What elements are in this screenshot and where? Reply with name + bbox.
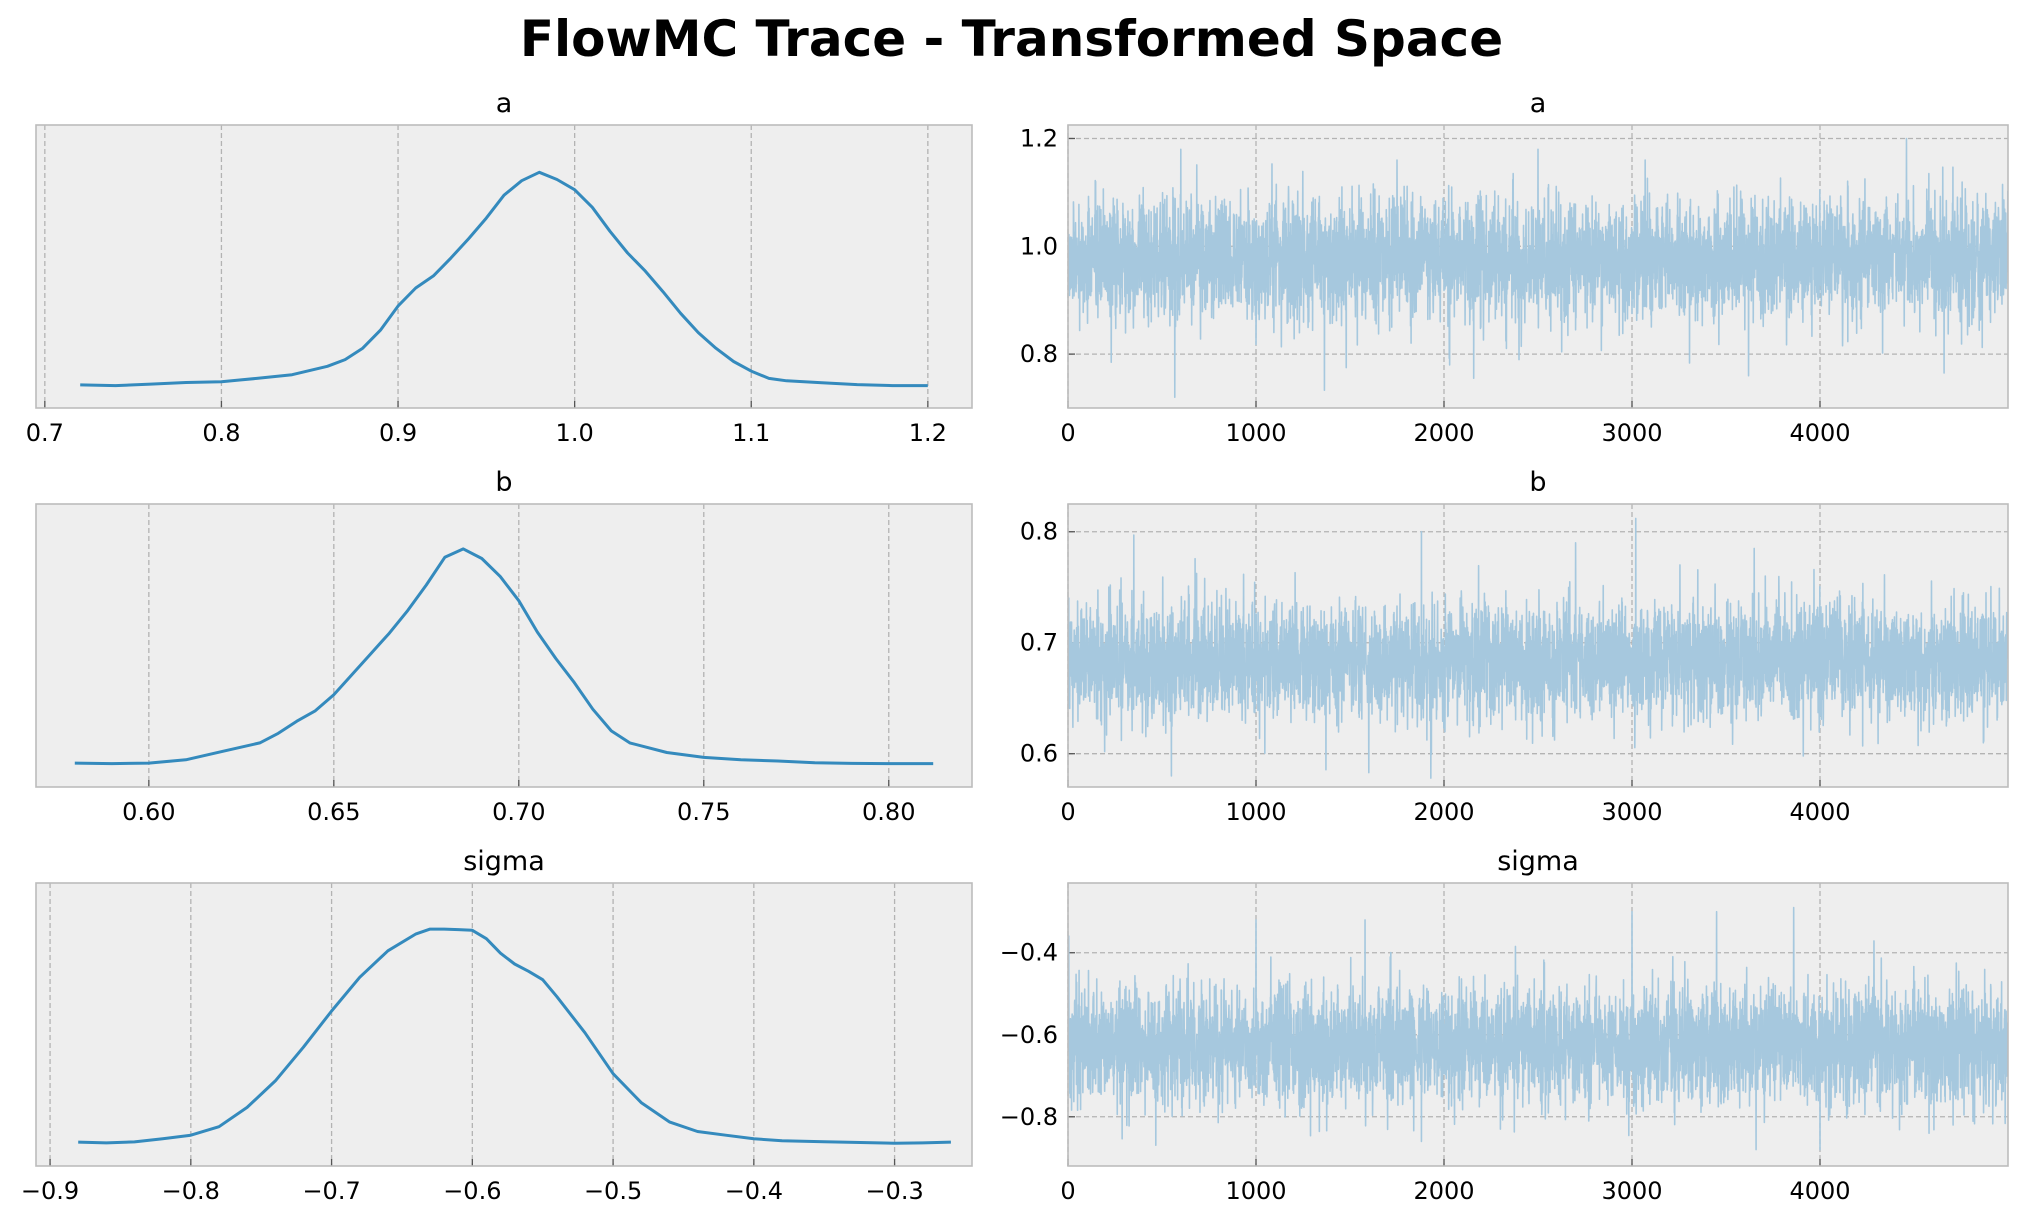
x-tick-label: −0.5	[584, 1177, 642, 1205]
x-tick-label: −0.8	[162, 1177, 220, 1205]
panel-title: sigma	[1497, 846, 1579, 877]
x-tick-label: 0.60	[122, 798, 175, 826]
panel-title: sigma	[463, 846, 545, 877]
x-tick-label: 1.0	[556, 419, 594, 447]
x-tick-label: 2000	[1413, 1177, 1474, 1205]
plot-frame	[1067, 503, 2009, 788]
x-tick-label: 0	[1060, 798, 1075, 826]
panel-sigma-trace: 0 1000 2000 3000 4000 −0.8 −0.6 −0.4 sigma	[1000, 846, 2009, 1205]
x-tick-label: −0.6	[443, 1177, 501, 1205]
x-tick-label: 1.1	[732, 419, 770, 447]
y-tick-label: 0.7	[1020, 629, 1058, 657]
plot-area	[36, 504, 972, 787]
x-tick-label: 1000	[1225, 419, 1286, 447]
panel-title: b	[1529, 467, 1546, 498]
x-tick-label: 0.8	[202, 419, 240, 447]
x-tick-label: 0	[1060, 419, 1075, 447]
kde-line-b	[74, 547, 934, 766]
x-tick-label: 2000	[1413, 798, 1474, 826]
plot-frame	[1067, 124, 2009, 409]
plot-frame	[35, 503, 973, 788]
x-tick-label: 4000	[1789, 419, 1850, 447]
y-tick-label: 0.8	[1020, 340, 1058, 368]
x-tick-label: −0.7	[302, 1177, 360, 1205]
x-tick-label: 1.2	[909, 419, 947, 447]
y-tick-label: 0.8	[1020, 518, 1058, 546]
plot-frame	[35, 124, 973, 409]
x-tick-label: 3000	[1601, 798, 1662, 826]
x-tick-label: −0.3	[865, 1177, 923, 1205]
panel-a-kde: 0.7 0.8 0.9 1.0 1.1 1.2 a	[26, 88, 973, 447]
x-tick-label: 0.9	[379, 419, 417, 447]
y-tick-label: −0.6	[1000, 1021, 1058, 1049]
plot-area	[36, 883, 972, 1166]
x-tick-label: 1000	[1225, 1177, 1286, 1205]
x-tick-label: −0.4	[725, 1177, 783, 1205]
trace-line-b	[1068, 517, 2008, 779]
x-tick-label: 0.80	[862, 798, 915, 826]
panel-b-trace: 0 1000 2000 3000 4000 0.6 0.7 0.8 b	[1020, 467, 2009, 826]
plot-frame	[1067, 882, 2009, 1167]
x-tick-label: −0.9	[21, 1177, 79, 1205]
y-tick-label: 0.6	[1020, 740, 1058, 768]
x-tick-label: 3000	[1601, 419, 1662, 447]
x-tick-label: 1000	[1225, 798, 1286, 826]
y-tick-label: −0.4	[1000, 939, 1058, 967]
trace-line-a	[1068, 137, 2008, 398]
plot-area	[36, 125, 972, 408]
panel-b-kde: 0.60 0.65 0.70 0.75 0.80 b	[35, 467, 973, 826]
panel-title: b	[495, 467, 512, 498]
x-tick-label: 0.65	[307, 798, 360, 826]
panel-sigma-kde: −0.9 −0.8 −0.7 −0.6 −0.5 −0.4 −0.3 sigma	[21, 846, 973, 1205]
x-tick-label: 3000	[1601, 1177, 1662, 1205]
y-tick-label: 1.2	[1020, 124, 1058, 152]
x-tick-label: 0.70	[492, 798, 545, 826]
x-tick-label: 0.7	[26, 419, 64, 447]
panel-title: a	[1530, 88, 1547, 119]
panel-a-trace: 0 1000 2000 3000 4000 0.8 1.0 1.2 a	[1020, 88, 2009, 447]
panel-title: a	[496, 88, 513, 119]
x-tick-label: 0.75	[677, 798, 730, 826]
x-tick-label: 2000	[1413, 419, 1474, 447]
y-tick-label: −0.8	[1000, 1103, 1058, 1131]
trace-line-sigma	[1068, 906, 2008, 1151]
y-tick-label: 1.0	[1020, 232, 1058, 260]
x-tick-label: 0	[1060, 1177, 1075, 1205]
kde-line-a	[80, 170, 928, 388]
x-tick-label: 4000	[1789, 798, 1850, 826]
figure-title: FlowMC Trace - Transformed Space	[519, 10, 1504, 68]
kde-line-sigma	[78, 927, 951, 1145]
x-tick-label: 4000	[1789, 1177, 1850, 1205]
plot-frame	[35, 882, 973, 1167]
